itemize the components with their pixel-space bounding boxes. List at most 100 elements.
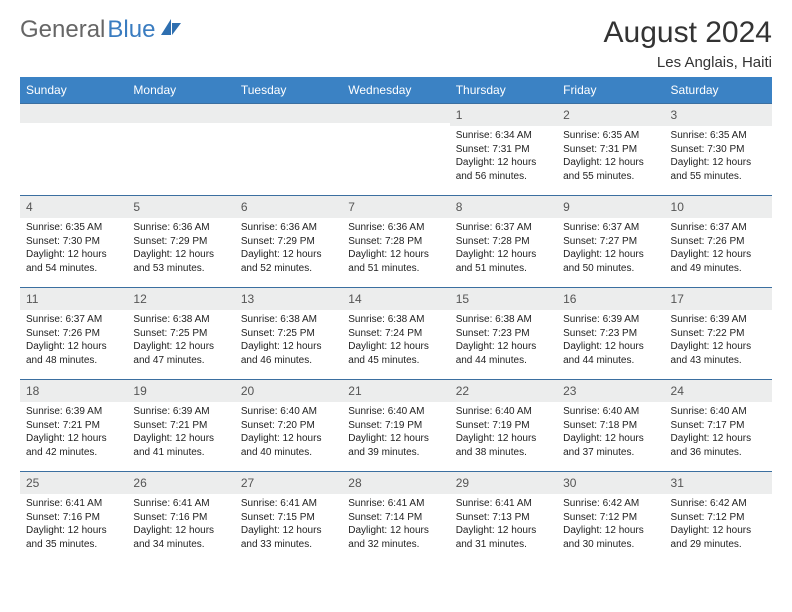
day-number: 20 <box>235 379 342 402</box>
day-info: Sunrise: 6:36 AMSunset: 7:29 PMDaylight:… <box>235 218 342 281</box>
calendar-cell: 30Sunrise: 6:42 AMSunset: 7:12 PMDayligh… <box>557 471 664 563</box>
calendar-cell: 26Sunrise: 6:41 AMSunset: 7:16 PMDayligh… <box>127 471 234 563</box>
sunset-line: Sunset: 7:31 PM <box>563 143 658 157</box>
calendar-cell: 1Sunrise: 6:34 AMSunset: 7:31 PMDaylight… <box>450 103 557 195</box>
day-number: 19 <box>127 379 234 402</box>
day-info: Sunrise: 6:37 AMSunset: 7:26 PMDaylight:… <box>20 310 127 373</box>
daylight-line: Daylight: 12 hours and 42 minutes. <box>26 432 121 459</box>
sunset-line: Sunset: 7:25 PM <box>133 327 228 341</box>
sunrise-line: Sunrise: 6:39 AM <box>671 313 766 327</box>
daylight-line: Daylight: 12 hours and 49 minutes. <box>671 248 766 275</box>
daylight-line: Daylight: 12 hours and 31 minutes. <box>456 524 551 551</box>
daylight-line: Daylight: 12 hours and 38 minutes. <box>456 432 551 459</box>
day-number: 22 <box>450 379 557 402</box>
daylight-line: Daylight: 12 hours and 29 minutes. <box>671 524 766 551</box>
calendar-cell: 28Sunrise: 6:41 AMSunset: 7:14 PMDayligh… <box>342 471 449 563</box>
sunrise-line: Sunrise: 6:40 AM <box>671 405 766 419</box>
sunrise-line: Sunrise: 6:41 AM <box>26 497 121 511</box>
day-number: 6 <box>235 195 342 218</box>
day-info: Sunrise: 6:34 AMSunset: 7:31 PMDaylight:… <box>450 126 557 189</box>
sunrise-line: Sunrise: 6:35 AM <box>671 129 766 143</box>
day-number: 3 <box>665 103 772 126</box>
calendar-cell: 7Sunrise: 6:36 AMSunset: 7:28 PMDaylight… <box>342 195 449 287</box>
empty-daynum <box>20 103 127 123</box>
sunrise-line: Sunrise: 6:37 AM <box>671 221 766 235</box>
daylight-line: Daylight: 12 hours and 45 minutes. <box>348 340 443 367</box>
sunset-line: Sunset: 7:20 PM <box>241 419 336 433</box>
day-info: Sunrise: 6:41 AMSunset: 7:15 PMDaylight:… <box>235 494 342 557</box>
day-number: 13 <box>235 287 342 310</box>
calendar-cell: 11Sunrise: 6:37 AMSunset: 7:26 PMDayligh… <box>20 287 127 379</box>
sunset-line: Sunset: 7:31 PM <box>456 143 551 157</box>
page-title: August 2024 <box>604 16 772 50</box>
daylight-line: Daylight: 12 hours and 44 minutes. <box>563 340 658 367</box>
daylight-line: Daylight: 12 hours and 46 minutes. <box>241 340 336 367</box>
day-number: 15 <box>450 287 557 310</box>
sunset-line: Sunset: 7:29 PM <box>133 235 228 249</box>
daylight-line: Daylight: 12 hours and 53 minutes. <box>133 248 228 275</box>
sunset-line: Sunset: 7:23 PM <box>563 327 658 341</box>
calendar-cell: 16Sunrise: 6:39 AMSunset: 7:23 PMDayligh… <box>557 287 664 379</box>
col-header: Saturday <box>665 77 772 103</box>
day-info: Sunrise: 6:35 AMSunset: 7:30 PMDaylight:… <box>665 126 772 189</box>
day-info: Sunrise: 6:38 AMSunset: 7:24 PMDaylight:… <box>342 310 449 373</box>
daylight-line: Daylight: 12 hours and 43 minutes. <box>671 340 766 367</box>
day-info: Sunrise: 6:35 AMSunset: 7:30 PMDaylight:… <box>20 218 127 281</box>
sunrise-line: Sunrise: 6:38 AM <box>133 313 228 327</box>
daylight-line: Daylight: 12 hours and 40 minutes. <box>241 432 336 459</box>
calendar-week-row: 1Sunrise: 6:34 AMSunset: 7:31 PMDaylight… <box>20 103 772 195</box>
calendar-cell: 29Sunrise: 6:41 AMSunset: 7:13 PMDayligh… <box>450 471 557 563</box>
daylight-line: Daylight: 12 hours and 41 minutes. <box>133 432 228 459</box>
day-number: 27 <box>235 471 342 494</box>
sunrise-line: Sunrise: 6:37 AM <box>563 221 658 235</box>
calendar-cell: 19Sunrise: 6:39 AMSunset: 7:21 PMDayligh… <box>127 379 234 471</box>
empty-daynum <box>235 103 342 123</box>
calendar-week-row: 11Sunrise: 6:37 AMSunset: 7:26 PMDayligh… <box>20 287 772 379</box>
day-info: Sunrise: 6:39 AMSunset: 7:22 PMDaylight:… <box>665 310 772 373</box>
sunrise-line: Sunrise: 6:38 AM <box>348 313 443 327</box>
brand-logo: General Blue <box>20 16 183 44</box>
daylight-line: Daylight: 12 hours and 30 minutes. <box>563 524 658 551</box>
day-info: Sunrise: 6:40 AMSunset: 7:18 PMDaylight:… <box>557 402 664 465</box>
sunrise-line: Sunrise: 6:41 AM <box>348 497 443 511</box>
sunrise-line: Sunrise: 6:41 AM <box>241 497 336 511</box>
calendar-cell: 23Sunrise: 6:40 AMSunset: 7:18 PMDayligh… <box>557 379 664 471</box>
sunrise-line: Sunrise: 6:39 AM <box>133 405 228 419</box>
sunrise-line: Sunrise: 6:36 AM <box>241 221 336 235</box>
day-number: 5 <box>127 195 234 218</box>
sunset-line: Sunset: 7:16 PM <box>133 511 228 525</box>
sunset-line: Sunset: 7:24 PM <box>348 327 443 341</box>
sunset-line: Sunset: 7:30 PM <box>26 235 121 249</box>
sunrise-line: Sunrise: 6:41 AM <box>456 497 551 511</box>
daylight-line: Daylight: 12 hours and 55 minutes. <box>563 156 658 183</box>
col-header: Wednesday <box>342 77 449 103</box>
sunset-line: Sunset: 7:28 PM <box>456 235 551 249</box>
calendar-cell: 5 Sunrise: 6:36 AMSunset: 7:29 PMDaylight… <box>127 195 234 287</box>
col-header: Monday <box>127 77 234 103</box>
calendar-cell: 22Sunrise: 6:40 AMSunset: 7:19 PMDayligh… <box>450 379 557 471</box>
sunset-line: Sunset: 7:12 PM <box>671 511 766 525</box>
day-number: 25 <box>20 471 127 494</box>
day-number: 21 <box>342 379 449 402</box>
calendar-cell <box>342 103 449 195</box>
daylight-line: Daylight: 12 hours and 39 minutes. <box>348 432 443 459</box>
sunrise-line: Sunrise: 6:36 AM <box>133 221 228 235</box>
sunset-line: Sunset: 7:14 PM <box>348 511 443 525</box>
brand-word2: Blue <box>107 16 155 44</box>
calendar-cell: 9Sunrise: 6:37 AMSunset: 7:27 PMDaylight… <box>557 195 664 287</box>
day-info: Sunrise: 6:38 AMSunset: 7:23 PMDaylight:… <box>450 310 557 373</box>
day-number: 1 <box>450 103 557 126</box>
daylight-line: Daylight: 12 hours and 51 minutes. <box>456 248 551 275</box>
daylight-line: Daylight: 12 hours and 50 minutes. <box>563 248 658 275</box>
sunrise-line: Sunrise: 6:40 AM <box>348 405 443 419</box>
day-info: Sunrise: 6:40 AMSunset: 7:20 PMDaylight:… <box>235 402 342 465</box>
day-info: Sunrise: 6:38 AMSunset: 7:25 PMDaylight:… <box>127 310 234 373</box>
calendar-week-row: 18Sunrise: 6:39 AMSunset: 7:21 PMDayligh… <box>20 379 772 471</box>
sail-icon <box>159 16 183 44</box>
sunset-line: Sunset: 7:16 PM <box>26 511 121 525</box>
empty-daynum <box>127 103 234 123</box>
page-location: Les Anglais, Haiti <box>604 54 772 71</box>
day-info: Sunrise: 6:41 AMSunset: 7:13 PMDaylight:… <box>450 494 557 557</box>
day-number: 29 <box>450 471 557 494</box>
day-number: 26 <box>127 471 234 494</box>
